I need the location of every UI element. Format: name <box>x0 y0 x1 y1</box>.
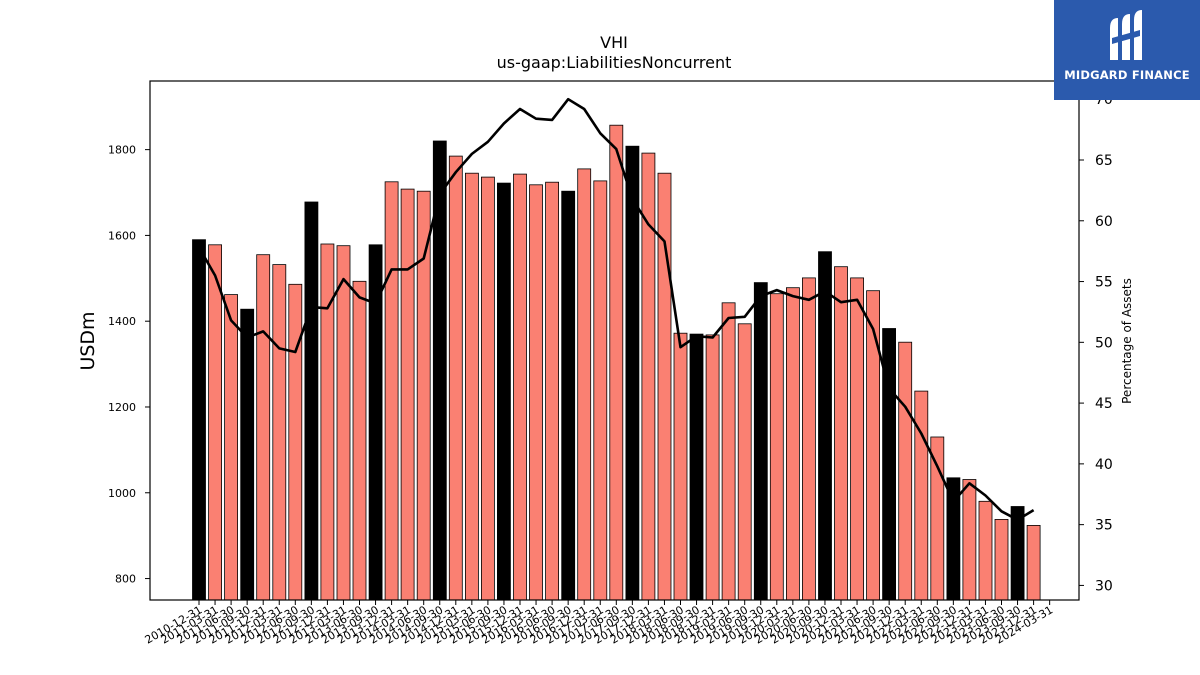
bar-2019-12-31 <box>769 293 784 601</box>
y2-axis-label: Percentage of Assets <box>1120 278 1134 404</box>
bar-2022-06-30 <box>930 436 945 601</box>
y-axis: 800 1000 1200 1400 1600 1800 <box>108 144 150 586</box>
bar-2021-03-31 <box>850 277 864 601</box>
bar-2023-06-30 <box>994 519 1009 601</box>
chart-subtitle: us-gaap:LiabilitiesNoncurrent <box>497 53 732 72</box>
bar-2016-09-30 <box>561 190 576 601</box>
percentage-line <box>197 97 1035 522</box>
bar-2014-03-31 <box>400 188 415 601</box>
brand-logo: MIDGARD FINANCE <box>1054 0 1200 100</box>
y2-tick-label: 45 <box>1095 396 1113 412</box>
bar-2013-12-31 <box>384 181 399 601</box>
bar-series <box>192 124 1041 601</box>
bar-2011-12-31 <box>256 254 271 601</box>
bar-2017-12-31 <box>641 152 656 601</box>
bar-2021-12-31 <box>898 341 913 601</box>
bar-2013-09-30 <box>368 244 383 601</box>
bar-2011-06-30 <box>224 294 239 601</box>
y2-tick-label: 40 <box>1095 457 1113 473</box>
y2-tick-label: 60 <box>1095 214 1113 230</box>
line-series <box>197 97 1035 522</box>
bar-2012-03-31 <box>272 264 287 601</box>
y-tick-label: 1000 <box>108 487 136 500</box>
y2-tick-label: 50 <box>1095 335 1113 351</box>
y2-tick-label: 55 <box>1095 275 1113 291</box>
y-tick-label: 1600 <box>108 229 136 242</box>
y-tick-label: 1800 <box>108 144 136 157</box>
logo-text: MIDGARD FINANCE <box>1064 68 1190 82</box>
bar-2017-06-30 <box>609 124 624 601</box>
bar-2013-03-31 <box>336 245 351 601</box>
bar-2019-06-30 <box>737 323 752 601</box>
chart-title: VHI <box>600 33 628 52</box>
x-axis: 2010-12-312011-03-312011-06-302011-09-30… <box>143 600 1055 647</box>
bar-2015-12-31 <box>513 173 527 601</box>
bar-2022-03-31 <box>914 390 929 601</box>
bar-2012-06-30 <box>288 283 303 601</box>
bar-2018-12-31 <box>705 334 720 601</box>
bar-2010-12-31 <box>192 239 206 601</box>
bar-2020-06-30 <box>802 277 816 601</box>
y2-tick-label: 35 <box>1095 518 1113 534</box>
bar-2016-12-31 <box>577 168 592 601</box>
y2-tick-label: 65 <box>1095 153 1113 169</box>
y-axis-label: USDm <box>77 311 99 370</box>
bar-2023-12-31 <box>1026 525 1041 601</box>
bar-2018-06-30 <box>673 332 688 601</box>
bar-2014-12-31 <box>448 155 463 601</box>
bar-2020-12-31 <box>834 266 848 601</box>
bar-2011-09-30 <box>240 308 255 601</box>
bar-2021-06-30 <box>866 290 880 601</box>
bar-2020-03-31 <box>786 287 800 601</box>
bar-2019-09-30 <box>753 282 768 601</box>
bar-2018-09-30 <box>689 333 704 601</box>
bar-2017-09-30 <box>625 145 640 601</box>
bar-2016-06-30 <box>545 181 559 601</box>
y-tick-label: 1400 <box>108 315 136 328</box>
y2-tick-label: 30 <box>1095 578 1113 594</box>
bar-2015-09-30 <box>496 182 511 601</box>
bar-2014-06-30 <box>416 190 431 601</box>
bar-2012-09-30 <box>304 201 319 601</box>
y-tick-label: 1200 <box>108 401 136 414</box>
bar-2016-03-31 <box>529 184 543 601</box>
y-tick-label: 800 <box>115 573 136 586</box>
bar-2013-06-30 <box>352 280 367 601</box>
bar-2023-03-31 <box>978 500 993 601</box>
bar-2011-03-31 <box>208 244 223 601</box>
bar-2019-03-31 <box>721 302 736 601</box>
logo-mark-icon <box>1110 10 1142 60</box>
bar-2017-03-31 <box>593 180 608 601</box>
plot-frame <box>149 80 1080 601</box>
bar-2015-03-31 <box>464 172 479 601</box>
bar-2020-09-30 <box>818 251 832 601</box>
bar-2015-06-30 <box>480 176 495 601</box>
bar-2022-12-31 <box>962 479 977 601</box>
